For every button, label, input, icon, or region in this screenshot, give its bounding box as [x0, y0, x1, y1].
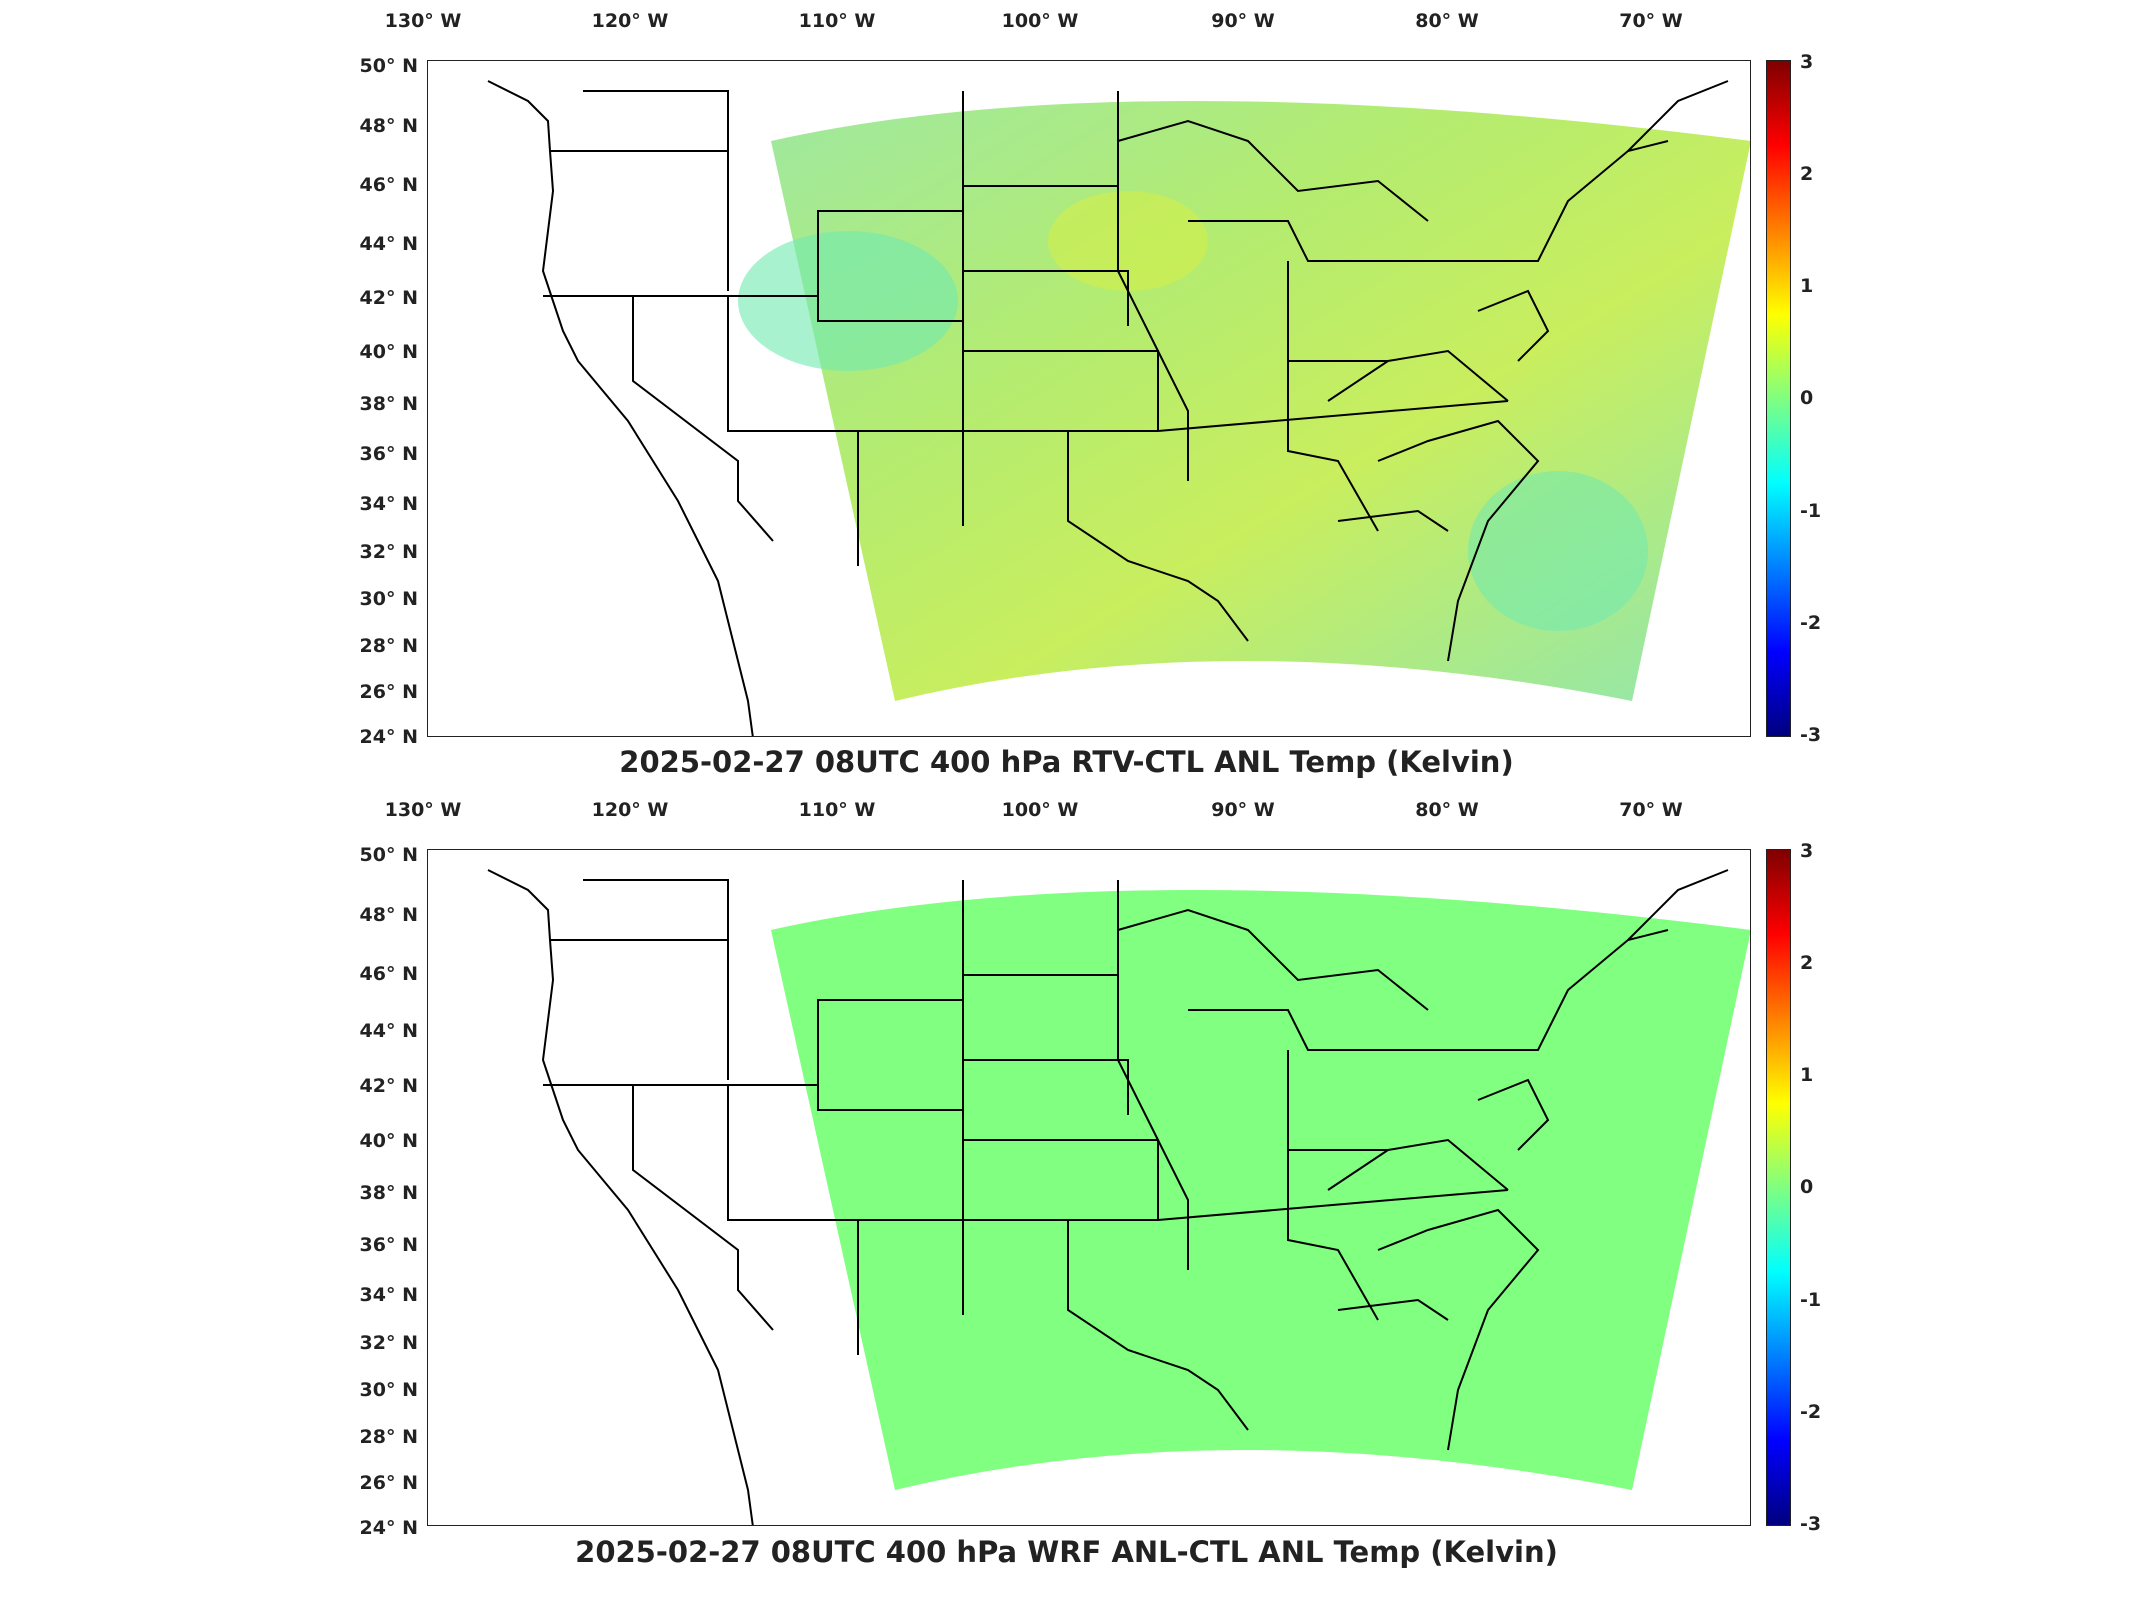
lat-tick: 28° N: [359, 1426, 418, 1448]
colorbar-tick: 0: [1800, 387, 1814, 409]
lat-tick: 26° N: [359, 681, 418, 703]
lat-tick: 36° N: [359, 1234, 418, 1256]
panel-title: 2025-02-27 08UTC 400 hPa RTV-CTL ANL Tem…: [619, 745, 1514, 779]
lon-tick: 130° W: [384, 799, 462, 821]
lon-tick: 70° W: [1619, 799, 1683, 821]
lon-tick: 90° W: [1211, 10, 1275, 32]
colorbar-tick: 3: [1800, 840, 1814, 862]
lat-tick: 34° N: [359, 1284, 418, 1306]
colorbar-tick: -3: [1800, 1513, 1822, 1535]
lon-tick: 80° W: [1415, 799, 1479, 821]
cool-anomaly-se: [1468, 471, 1648, 631]
lon-tick: 100° W: [1001, 799, 1079, 821]
map-svg: [487, 869, 1750, 1525]
cool-anomaly: [738, 231, 958, 371]
lat-tick: 42° N: [359, 287, 418, 309]
map-plot-area: [427, 849, 1751, 1526]
colorbar-tick: 2: [1800, 952, 1814, 974]
lon-tick: 110° W: [798, 10, 876, 32]
lon-tick: 120° W: [591, 799, 669, 821]
map-svg: [487, 80, 1750, 736]
warm-anomaly: [1048, 191, 1208, 291]
colorbar-tick: 3: [1800, 51, 1814, 73]
lon-tick: 90° W: [1211, 799, 1275, 821]
lat-tick: 40° N: [359, 341, 418, 363]
colorbar-tick: 2: [1800, 163, 1814, 185]
lat-tick: 24° N: [359, 726, 418, 748]
lon-tick: 120° W: [591, 10, 669, 32]
lat-tick: 38° N: [359, 1182, 418, 1204]
lon-tick: 80° W: [1415, 10, 1479, 32]
colorbar-bottom: [1766, 849, 1791, 1526]
map-plot-area: [427, 60, 1751, 737]
colorbar-tick: -1: [1800, 1289, 1822, 1311]
colorbar-tick: -2: [1800, 612, 1822, 634]
domain-fill: [771, 890, 1750, 1490]
lat-tick: 36° N: [359, 443, 418, 465]
lat-tick: 44° N: [359, 1020, 418, 1042]
map-boundaries: [487, 80, 1729, 736]
map-boundaries: [487, 869, 1729, 1525]
lat-tick: 32° N: [359, 1332, 418, 1354]
colorbar-tick: 0: [1800, 1176, 1814, 1198]
lat-tick: 46° N: [359, 174, 418, 196]
lat-tick: 28° N: [359, 635, 418, 657]
lat-tick: 42° N: [359, 1075, 418, 1097]
lat-tick: 44° N: [359, 233, 418, 255]
lat-tick: 48° N: [359, 904, 418, 926]
lon-tick: 70° W: [1619, 10, 1683, 32]
colorbar-tick: 1: [1800, 275, 1814, 297]
lat-tick: 32° N: [359, 541, 418, 563]
lat-tick: 40° N: [359, 1130, 418, 1152]
lat-tick: 38° N: [359, 393, 418, 415]
colorbar-tick: -3: [1800, 724, 1822, 746]
colorbar-tick: -1: [1800, 500, 1822, 522]
lon-tick: 130° W: [384, 10, 462, 32]
lat-tick: 48° N: [359, 115, 418, 137]
lat-tick: 24° N: [359, 1517, 418, 1539]
lon-tick: 100° W: [1001, 10, 1079, 32]
lat-tick: 50° N: [359, 844, 418, 866]
lat-tick: 34° N: [359, 493, 418, 515]
lat-tick: 30° N: [359, 588, 418, 610]
lat-tick: 46° N: [359, 963, 418, 985]
panel-title: 2025-02-27 08UTC 400 hPa WRF ANL-CTL ANL…: [575, 1535, 1558, 1569]
lat-tick: 50° N: [359, 55, 418, 77]
lat-tick: 30° N: [359, 1379, 418, 1401]
lat-tick: 26° N: [359, 1472, 418, 1494]
colorbar-tick: -2: [1800, 1401, 1822, 1423]
lon-tick: 110° W: [798, 799, 876, 821]
colorbar-top: [1766, 60, 1791, 737]
colorbar-tick: 1: [1800, 1064, 1814, 1086]
